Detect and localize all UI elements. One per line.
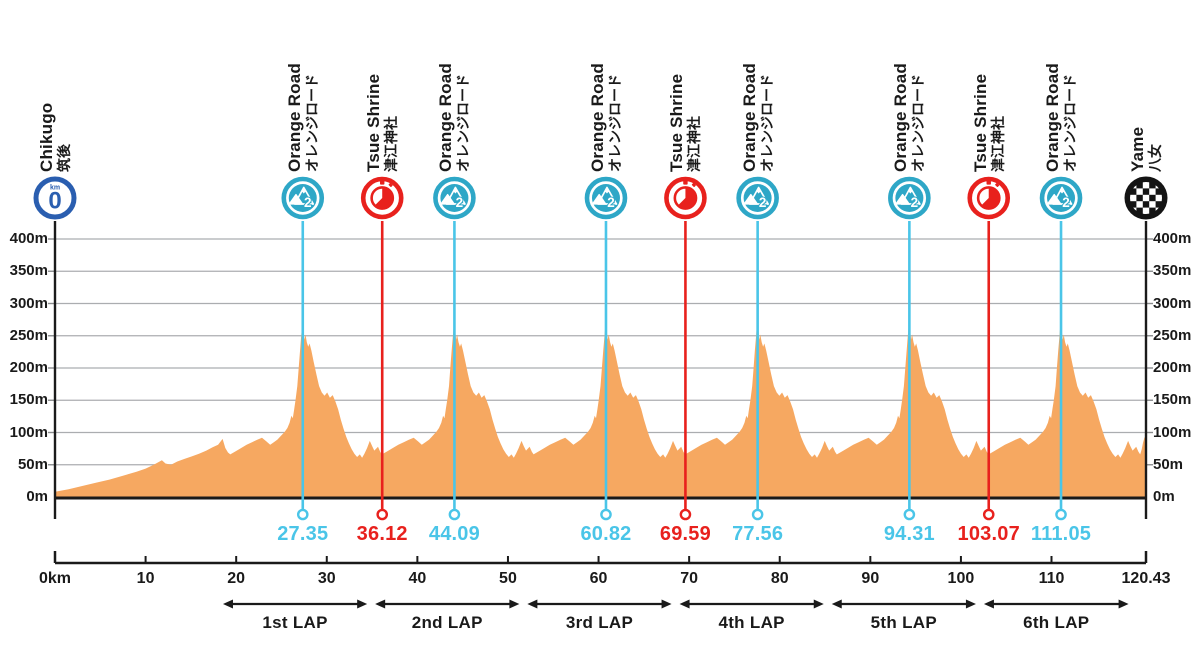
svg-text:2: 2 (1062, 195, 1070, 210)
category-2-climb-icon: 2 (1039, 176, 1083, 220)
lap-arrow-head-left (983, 599, 994, 609)
lap-arrow-head-right (357, 599, 368, 609)
km-zero-badge-icon: km 0 (33, 176, 77, 220)
lap-arrow-head-left (831, 599, 842, 609)
svg-text:2: 2 (911, 195, 919, 210)
stopwatch-icon (664, 176, 707, 220)
category-2-climb-icon: 2 (584, 176, 628, 220)
svg-text:2: 2 (759, 195, 767, 210)
kom-distance-dot (903, 508, 916, 521)
category-2-climb-icon: 2 (281, 176, 325, 220)
svg-text:2: 2 (304, 195, 312, 210)
category-2-climb-icon: 2 (736, 176, 779, 220)
kom-distance-dot (296, 508, 309, 521)
sprint-distance-dot (376, 508, 389, 521)
stopwatch-icon (967, 176, 1011, 220)
lap-arrow-head-right (965, 599, 976, 609)
kom-distance-dot (448, 508, 461, 521)
svg-text:km: km (50, 185, 60, 192)
lap-arrow-head-right (661, 599, 672, 609)
sprint-distance-dot (982, 508, 995, 521)
svg-text:2: 2 (607, 195, 615, 210)
kom-distance-dot (600, 508, 612, 521)
kom-distance-dot (1055, 508, 1067, 521)
kom-distance-dot (751, 508, 764, 521)
checkered-finish-icon (1124, 176, 1168, 220)
lap-arrow-head-left (375, 599, 386, 609)
category-2-climb-icon: 2 (433, 176, 476, 220)
category-2-climb-icon: 2 (888, 176, 931, 220)
svg-text:0: 0 (48, 188, 61, 215)
elevation-profile-area (55, 328, 1146, 497)
svg-text:2: 2 (456, 195, 464, 210)
lap-arrow-head-left (679, 599, 690, 609)
lap-arrow-head-right (813, 599, 824, 609)
lap-arrow-head-right (1118, 599, 1129, 609)
stopwatch-icon (360, 176, 404, 220)
lap-arrow-head-left (222, 599, 233, 609)
lap-arrow-head-right (509, 599, 520, 609)
lap-arrow-head-left (527, 599, 538, 609)
sprint-distance-dot (679, 508, 692, 521)
